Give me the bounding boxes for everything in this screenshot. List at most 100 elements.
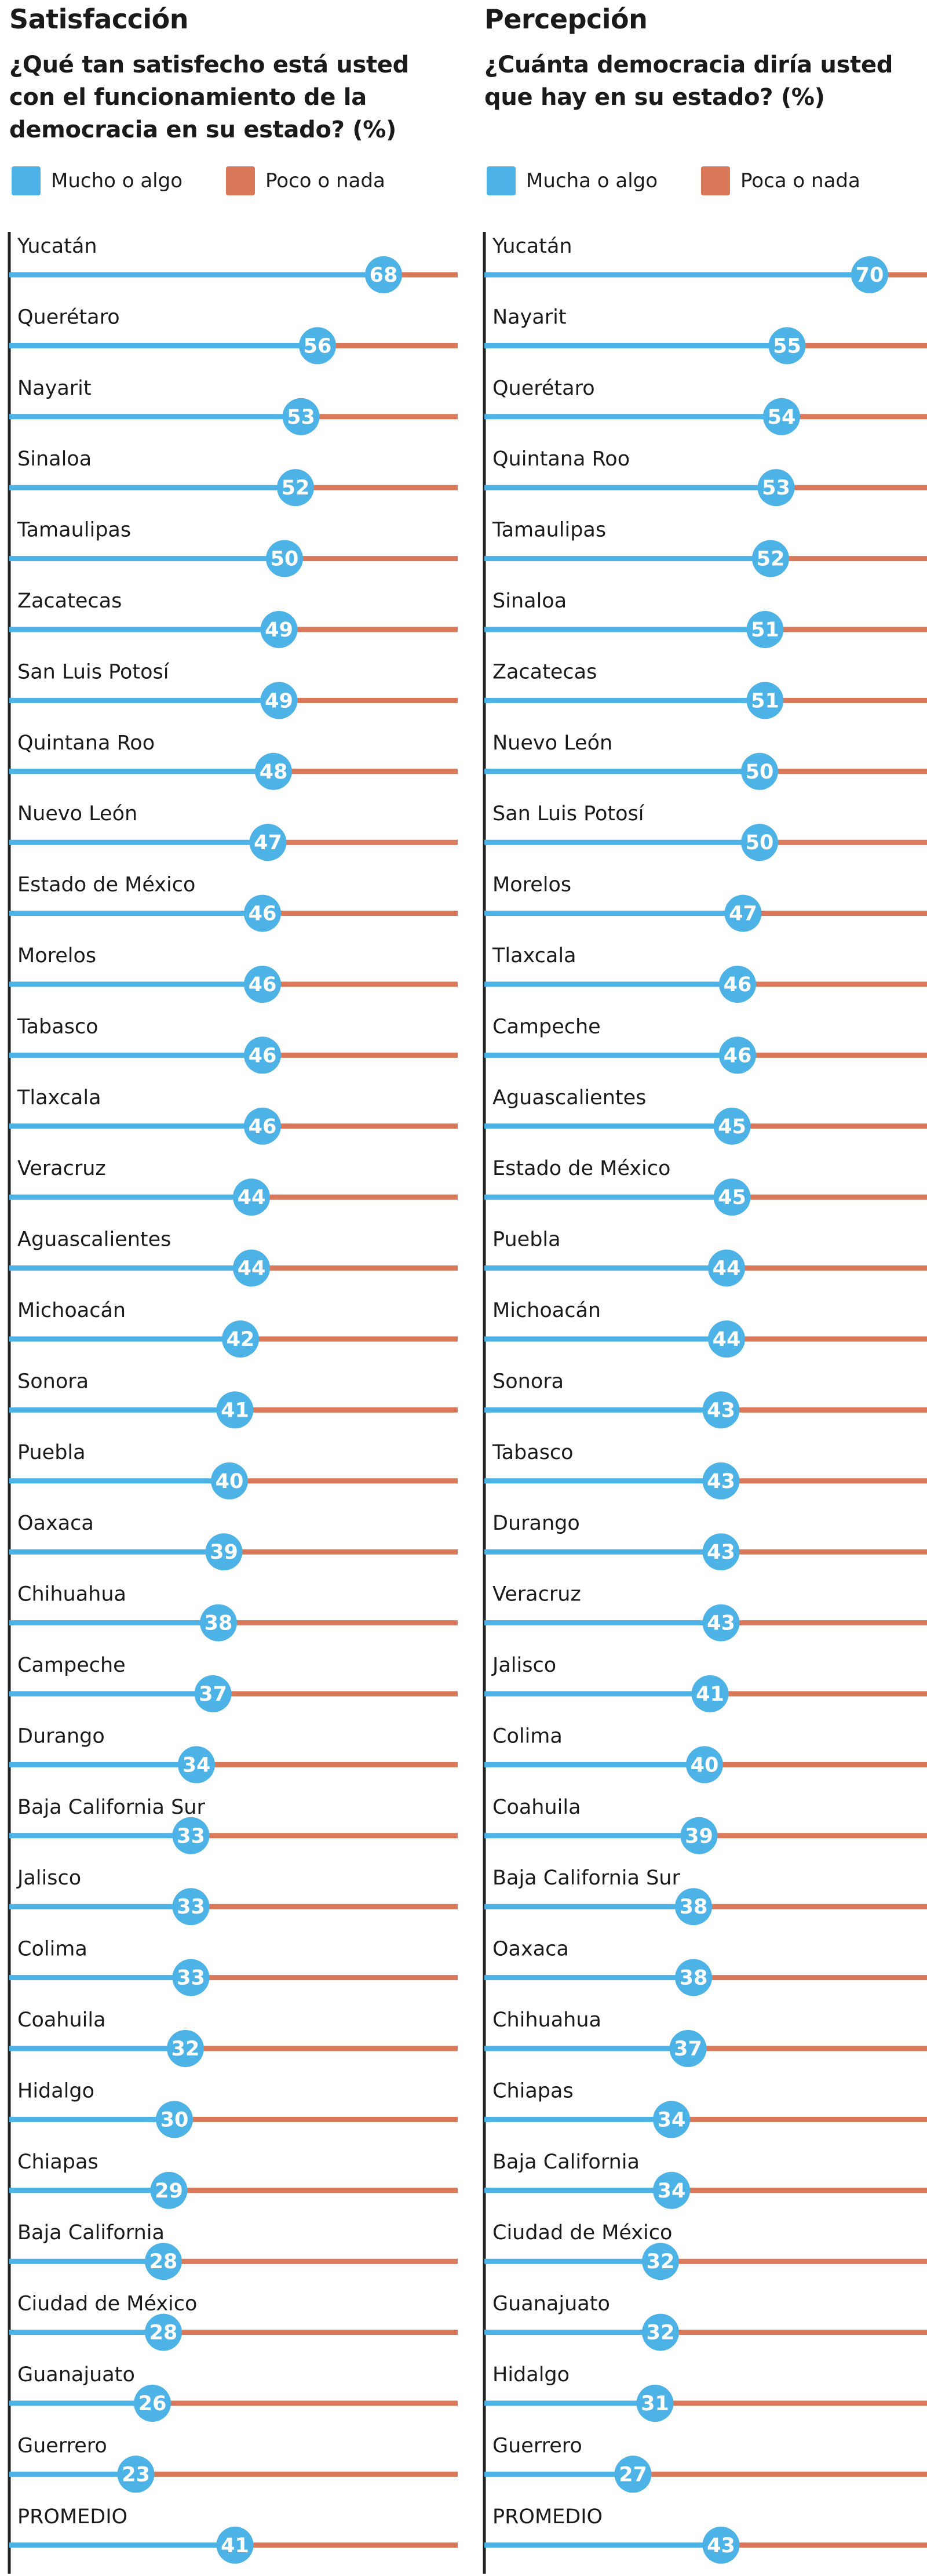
- positive-value-label: 44: [713, 1328, 741, 1351]
- positive-point: [233, 1249, 270, 1287]
- positive-value-label: 37: [199, 1683, 227, 1706]
- positive-point: [200, 1604, 237, 1642]
- legend-label-positive: Mucho o algo: [51, 169, 183, 192]
- positive-point: [244, 1036, 281, 1074]
- state-label: Quintana Roo: [17, 732, 155, 755]
- positive-point: [713, 1178, 751, 1216]
- positive-value-label: 47: [729, 903, 757, 926]
- state-row: Coahuila3266: [9, 2009, 458, 2067]
- positive-value-label: 34: [658, 2108, 686, 2131]
- positive-point: [702, 1604, 740, 1642]
- positive-value-label: 40: [216, 1470, 244, 1493]
- state-row: Jalisco3362: [9, 1866, 458, 1926]
- state-label: Jalisco: [16, 1866, 81, 1890]
- state-label: Chiapas: [17, 2151, 98, 2174]
- state-label: Tabasco: [492, 1441, 574, 1464]
- state-row: Quintana Roo5345: [484, 447, 927, 507]
- state-label: Sonora: [17, 1370, 89, 1393]
- state-row: Sinaloa5244: [9, 447, 458, 507]
- positive-point: [702, 1391, 740, 1429]
- state-label: Nuevo León: [17, 802, 137, 825]
- positive-value-label: 46: [249, 1115, 277, 1138]
- positive-point: [216, 1391, 254, 1429]
- state-row: Ciudad de México2871: [9, 2293, 458, 2351]
- state-label: Hidalgo: [17, 2079, 94, 2102]
- state-label: Chiapas: [492, 2079, 574, 2102]
- positive-value-label: 28: [149, 2250, 178, 2273]
- state-label: Sinaloa: [492, 590, 567, 613]
- positive-value-label: 44: [713, 1257, 741, 1280]
- positive-value-label: 38: [205, 1612, 233, 1635]
- state-label: Tlaxcala: [492, 944, 576, 967]
- positive-point: [741, 752, 778, 790]
- state-row: Aguascalientes4553: [484, 1086, 927, 1145]
- state-label: Guanajuato: [17, 2363, 135, 2386]
- positive-value-label: 52: [757, 548, 785, 571]
- positive-point: [686, 1746, 723, 1784]
- legend: Mucha o algo Poca o nada: [487, 163, 927, 198]
- positive-value-label: 70: [856, 264, 884, 287]
- positive-point: [156, 2101, 193, 2138]
- positive-value-label: 43: [707, 2534, 735, 2557]
- positive-value-label: 27: [619, 2463, 647, 2486]
- state-label: Guerrero: [17, 2434, 107, 2457]
- state-label: Nayarit: [492, 305, 567, 329]
- state-label: Estado de México: [492, 1157, 670, 1180]
- positive-value-label: 53: [762, 476, 790, 500]
- positive-point: [614, 2455, 652, 2493]
- positive-point: [851, 256, 888, 293]
- positive-point: [299, 327, 336, 365]
- state-row: Tamaulipas5047: [9, 519, 458, 577]
- positive-value-label: 47: [254, 831, 282, 854]
- positive-value-label: 46: [724, 1044, 752, 1067]
- state-label: Querétaro: [17, 305, 120, 329]
- positive-value-label: 43: [707, 1399, 735, 1422]
- state-label: Querétaro: [492, 377, 595, 400]
- state-label: Zacatecas: [492, 660, 597, 683]
- positive-point: [172, 1817, 210, 1854]
- positive-value-label: 52: [282, 476, 310, 500]
- state-row: San Luis Potosí5045: [484, 802, 927, 861]
- state-row: Chiapas3465: [484, 2079, 927, 2138]
- state-row: Campeche4653: [484, 1015, 927, 1074]
- state-row: Veracruz4353: [484, 1583, 927, 1642]
- positive-value-label: 41: [696, 1683, 724, 1706]
- positive-value-label: 38: [680, 1967, 708, 1990]
- state-row: Michoacán4255: [9, 1299, 458, 1358]
- positive-value-label: 49: [265, 618, 293, 642]
- dumbbell-chart-perception: Yucatán7029Nayarit5542Querétaro5441Quint…: [483, 232, 927, 2574]
- state-row: Guanajuato3265: [484, 2293, 927, 2351]
- dumbbell-chart-satisfaction: Yucatán6831Querétaro5641Nayarit5345Sinal…: [8, 232, 458, 2574]
- state-label: Morelos: [17, 944, 96, 967]
- positive-value-label: 28: [149, 2322, 178, 2345]
- positive-point: [713, 1107, 751, 1145]
- positive-point: [653, 2171, 690, 2209]
- positive-value-label: 31: [641, 2392, 669, 2415]
- state-label: Ciudad de México: [17, 2293, 197, 2316]
- state-label: Ciudad de México: [492, 2221, 672, 2244]
- positive-value-label: 33: [177, 1895, 205, 1919]
- positive-point: [768, 327, 806, 365]
- state-row: Tlaxcala4651: [484, 944, 927, 1003]
- positive-point: [260, 611, 298, 648]
- positive-point: [675, 1959, 712, 1996]
- state-label: Jalisco: [491, 1654, 556, 1677]
- positive-value-label: 46: [724, 973, 752, 996]
- satisfaction-panel: Satisfacción ¿Qué tan satisfecho está us…: [0, 0, 458, 2576]
- state-row: Querétaro5441: [484, 377, 927, 435]
- positive-value-label: 39: [685, 1825, 713, 1848]
- state-row: Colima3365: [9, 1938, 458, 1996]
- state-row: Nuevo León4751: [9, 802, 458, 861]
- state-row: Sonora4156: [9, 1370, 458, 1429]
- legend-label-negative: Poca o nada: [740, 169, 860, 192]
- state-row: Baja California Sur3860: [484, 1866, 927, 1926]
- positive-point: [691, 1675, 729, 1712]
- state-label: Veracruz: [492, 1583, 581, 1606]
- state-label: Baja California Sur: [492, 1866, 680, 1890]
- state-row: Chihuahua3763: [484, 2009, 927, 2067]
- state-label: Oaxaca: [492, 1938, 569, 1961]
- state-label: Coahuila: [492, 1796, 581, 1819]
- state-row: Baja California2871: [9, 2221, 458, 2280]
- positive-point: [266, 540, 303, 577]
- state-label: Durango: [17, 1724, 105, 1748]
